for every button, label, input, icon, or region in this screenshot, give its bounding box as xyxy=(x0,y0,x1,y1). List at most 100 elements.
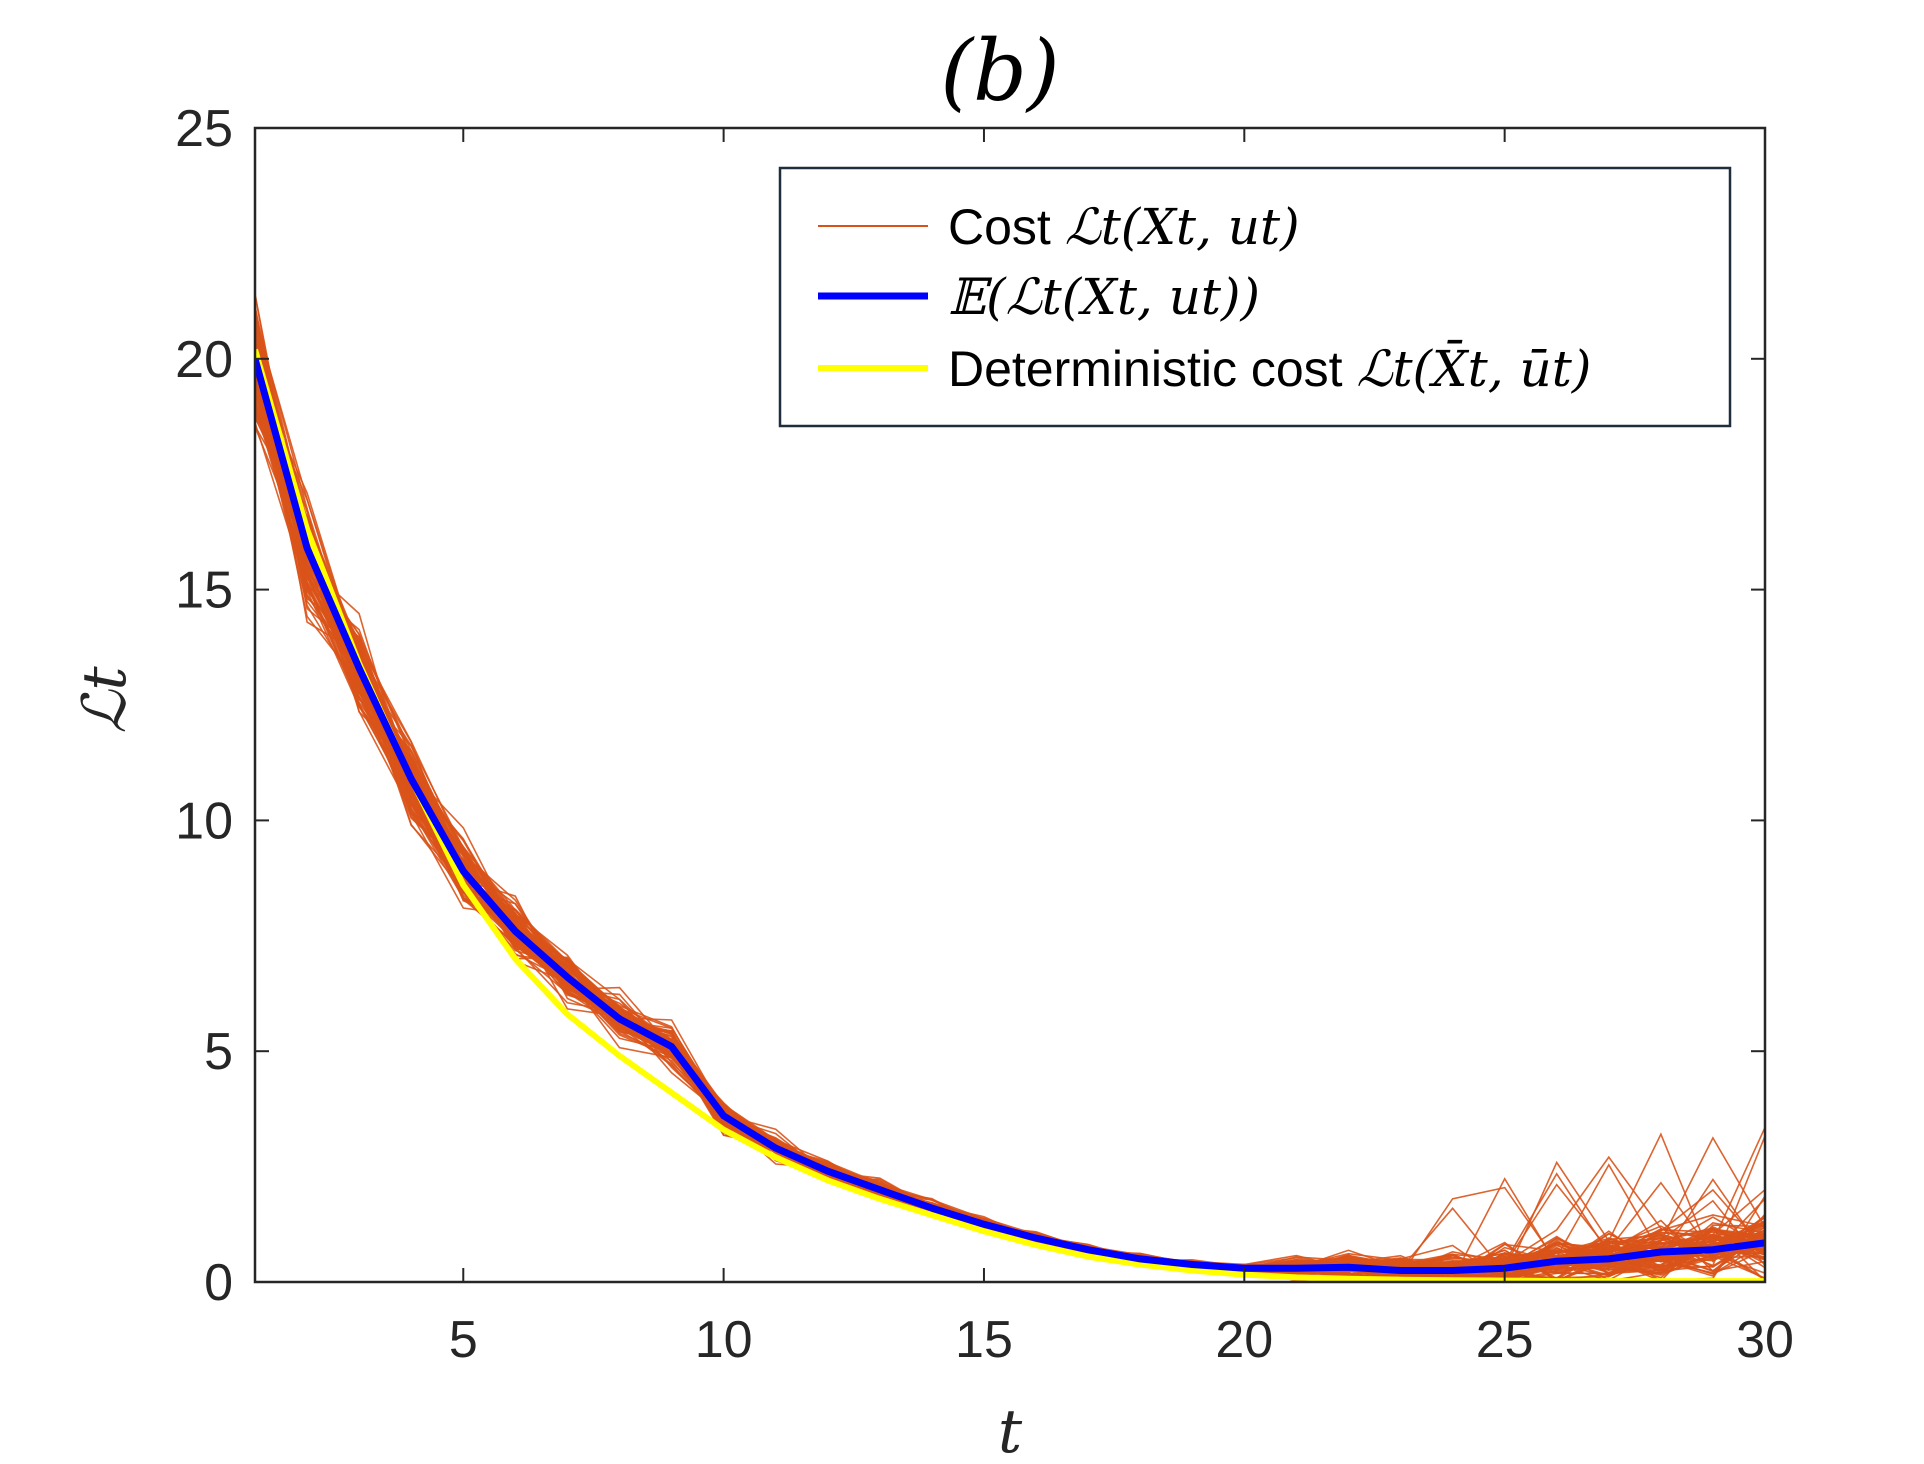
sample-path xyxy=(255,309,1765,1280)
sample-path xyxy=(255,359,1765,1271)
sample-path xyxy=(255,305,1765,1279)
sample-path xyxy=(255,348,1765,1277)
legend-label-deterministic: Deterministic cost ℒt(X̄t, ūt) xyxy=(948,339,1591,398)
sample-path xyxy=(255,400,1765,1282)
sample-path xyxy=(255,337,1765,1282)
sample-path xyxy=(255,353,1765,1282)
y-tick-label: 5 xyxy=(204,1023,233,1081)
sample-path xyxy=(255,382,1765,1282)
sample-path xyxy=(255,326,1765,1271)
sample-path xyxy=(255,330,1765,1274)
legend-label-mean: 𝔼(ℒt(Xt, ut)) xyxy=(948,268,1260,326)
sample-path xyxy=(255,357,1765,1282)
sample-path xyxy=(255,374,1765,1282)
sample-path xyxy=(255,339,1765,1281)
y-axis-title: ℒt xyxy=(70,665,140,733)
legend-cost-math: ℒt(Xt, ut) xyxy=(1065,198,1300,256)
sample-path xyxy=(255,376,1765,1282)
sample-path xyxy=(255,376,1765,1280)
sample-path xyxy=(255,331,1765,1282)
sample-path xyxy=(255,332,1765,1282)
sample-path xyxy=(255,335,1765,1277)
sample-path xyxy=(255,294,1765,1282)
sample-paths xyxy=(255,293,1765,1282)
sample-path xyxy=(255,352,1765,1282)
legend-det-math: ℒt(X̄t, ūt) xyxy=(1356,339,1591,398)
axes xyxy=(253,126,1767,1284)
sample-path xyxy=(255,381,1765,1281)
sample-path xyxy=(255,335,1765,1282)
sample-path xyxy=(255,425,1765,1278)
x-tick-label: 20 xyxy=(1215,1311,1273,1369)
sample-path xyxy=(255,400,1765,1280)
sample-path xyxy=(255,351,1765,1281)
sample-path xyxy=(255,364,1765,1273)
sample-path xyxy=(255,396,1765,1278)
sample-path xyxy=(255,358,1765,1282)
y-tick-label: 20 xyxy=(175,331,233,389)
legend-det-prefix: Deterministic cost xyxy=(948,341,1356,397)
sample-path xyxy=(255,358,1765,1282)
x-tick-label: 30 xyxy=(1736,1311,1794,1369)
sample-path xyxy=(255,383,1765,1270)
sample-path xyxy=(255,324,1765,1274)
y-tick-label: 10 xyxy=(175,792,233,850)
deterministic-cost-line xyxy=(255,348,1765,1282)
sample-path xyxy=(255,382,1765,1282)
sample-path xyxy=(255,347,1765,1280)
sample-path xyxy=(255,375,1765,1282)
sample-path xyxy=(255,307,1765,1277)
sample-path xyxy=(255,367,1765,1277)
sample-path xyxy=(255,417,1765,1282)
sample-path xyxy=(255,344,1765,1280)
x-tick-label: 5 xyxy=(449,1311,478,1369)
sample-path xyxy=(255,405,1765,1282)
sample-path xyxy=(255,341,1765,1282)
sample-path xyxy=(255,331,1765,1279)
sample-path xyxy=(255,359,1765,1282)
sample-path xyxy=(255,339,1765,1282)
series-lines xyxy=(255,348,1765,1282)
legend: Cost ℒt(Xt, ut) 𝔼(ℒt(Xt, ut)) Determinis… xyxy=(778,166,1732,428)
y-tick-label: 15 xyxy=(175,562,233,620)
sample-path xyxy=(255,416,1765,1281)
sample-path xyxy=(255,426,1765,1278)
x-tick-label: 15 xyxy=(955,1311,1013,1369)
chart-title: (b) xyxy=(940,22,1059,120)
sample-path xyxy=(255,374,1765,1280)
sample-path xyxy=(255,422,1765,1282)
x-tick-label: 10 xyxy=(695,1311,753,1369)
sample-path xyxy=(255,400,1765,1282)
sample-path xyxy=(255,373,1765,1275)
sample-path xyxy=(255,315,1765,1273)
sample-path xyxy=(255,330,1765,1282)
sample-path xyxy=(255,386,1765,1277)
sample-path xyxy=(255,401,1765,1282)
sample-path xyxy=(255,410,1765,1282)
mean-cost-line xyxy=(255,357,1765,1274)
sample-path xyxy=(255,330,1765,1282)
sample-path xyxy=(255,366,1765,1282)
x-tick-label: 25 xyxy=(1476,1311,1534,1369)
sample-path xyxy=(255,374,1765,1279)
sample-path xyxy=(255,373,1765,1282)
sample-path xyxy=(255,389,1765,1282)
sample-path xyxy=(255,365,1765,1280)
legend-cost-prefix: Cost xyxy=(948,199,1065,255)
sample-path xyxy=(255,351,1765,1282)
sample-path xyxy=(255,406,1765,1275)
sample-path xyxy=(255,391,1765,1282)
sample-path xyxy=(255,374,1765,1272)
sample-path xyxy=(255,359,1765,1281)
sample-path xyxy=(255,394,1765,1282)
legend-label-cost: Cost ℒt(Xt, ut) xyxy=(948,198,1300,256)
sample-path xyxy=(255,315,1765,1282)
sample-path xyxy=(255,324,1765,1282)
sample-path xyxy=(255,370,1765,1282)
x-axis-title: t xyxy=(998,1397,1023,1464)
sample-path xyxy=(255,353,1765,1281)
sample-path xyxy=(255,345,1765,1280)
sample-path xyxy=(255,393,1765,1281)
sample-path xyxy=(255,381,1765,1282)
